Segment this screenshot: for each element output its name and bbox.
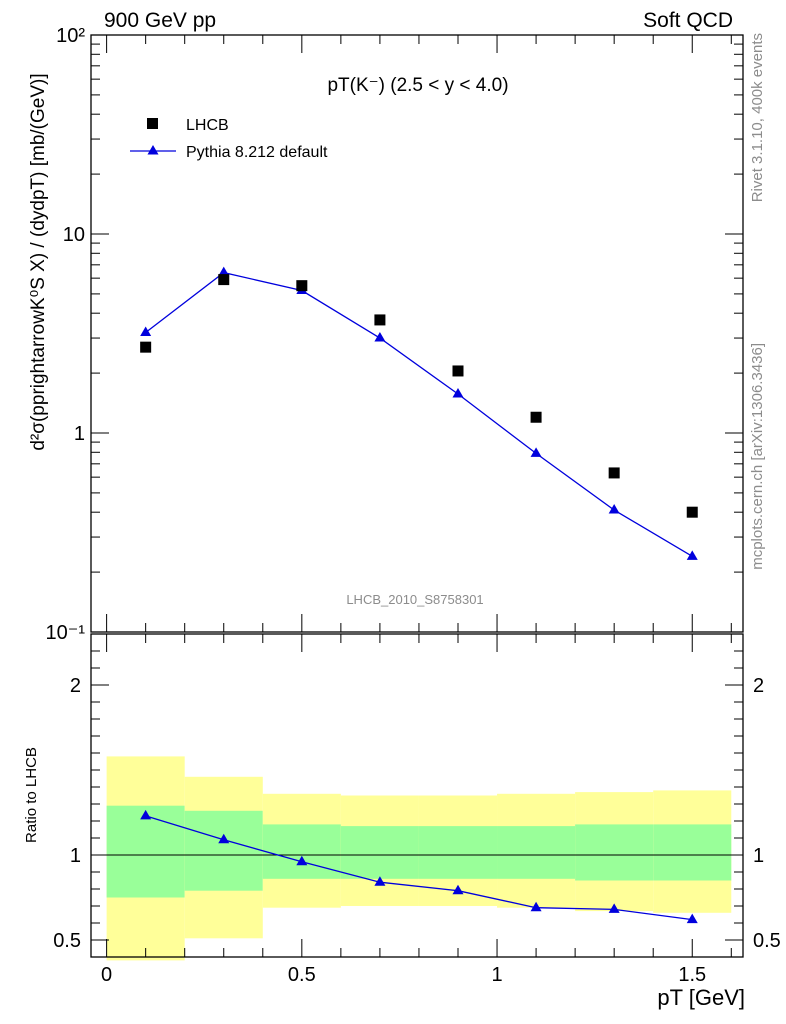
lhcb-point	[452, 365, 464, 377]
green-band-bin	[575, 824, 654, 881]
x-axis-label: pT [GeV]	[657, 985, 745, 1010]
ratio-pythia-point	[296, 855, 308, 866]
ratio-y-tick-label: 0.5	[53, 930, 81, 952]
x-tick-label: 1	[491, 964, 502, 986]
ratio-y-tick-label-right: 0.5	[753, 930, 781, 952]
main-title: pT(K⁻) (2.5 < y < 4.0)	[327, 75, 508, 96]
lhcb-point	[686, 506, 698, 518]
legend-label-lhcb: LHCB	[186, 117, 229, 134]
legend: LHCB Pythia 8.212 default	[130, 117, 328, 161]
green-band-bin	[653, 824, 732, 881]
lhcb-point	[608, 467, 620, 479]
lhcb-point	[296, 280, 308, 292]
lhcb-point	[140, 341, 152, 353]
pythia-point	[140, 326, 152, 336]
rivet-label: Rivet 3.1.10, 400k events	[749, 33, 766, 202]
ratio-pythia-point	[140, 809, 152, 820]
ratio-pythia-line	[145, 815, 693, 921]
main-y-tick-label: 10²	[56, 25, 85, 47]
pythia-point	[686, 550, 698, 560]
main-y-axis-label: d²σ(pprightarrowK⁰S X) / (dydpT) [mb/(Ge…	[28, 73, 49, 450]
ratio-pythia-point	[530, 901, 542, 912]
source-label: mcplots.cern.ch [arXiv:1306.3436]	[749, 343, 766, 570]
ratio-y-tick-label: 1	[70, 845, 81, 867]
green-band-bin	[497, 826, 576, 879]
green-band-bin	[262, 824, 341, 879]
x-tick-label: 1.5	[678, 964, 706, 986]
legend-marker-lhcb	[147, 118, 158, 129]
lhcb-point	[374, 314, 386, 326]
ratio-y-tick-label-right: 1	[753, 845, 764, 867]
ratio-pythia-point	[608, 903, 620, 913]
pythia-point	[608, 504, 620, 514]
legend-marker-pythia	[147, 145, 159, 155]
ratio-y-tick-label-right: 2	[753, 675, 764, 697]
x-tick-label: 0	[101, 964, 112, 986]
main-y-tick-label: 10	[63, 224, 85, 246]
x-tick-label: 0.5	[288, 964, 316, 986]
legend-label-pythia: Pythia 8.212 default	[186, 144, 328, 161]
header-right: Soft QCD	[643, 9, 733, 32]
green-band-bin	[340, 826, 419, 879]
pythia-line	[145, 271, 693, 557]
ratio-y-axis-label: Ratio to LHCB	[23, 747, 40, 843]
main-y-tick-label: 1	[74, 423, 85, 445]
green-band-bin	[106, 805, 185, 898]
lhcb-point	[218, 274, 230, 286]
pythia-point	[452, 388, 464, 398]
pythia-point	[530, 447, 542, 457]
ratio-pythia-point	[374, 876, 386, 886]
pythia-point	[218, 266, 230, 277]
analysis-label: LHCB_2010_S8758301	[346, 592, 483, 607]
header-left: 900 GeV pp	[104, 9, 216, 32]
ratio-pythia-point	[218, 833, 230, 844]
ratio-pythia-point	[686, 913, 698, 924]
ratio-pythia-point	[452, 884, 464, 895]
chart-marks: 10⁻¹ 1 10 10² 0 0.5 1 1.5 0.5 0.5 1 1 2 2	[46, 25, 781, 986]
ratio-frame	[90, 633, 744, 958]
lhcb-point	[530, 411, 542, 423]
main-frame	[90, 34, 744, 633]
pythia-point	[374, 332, 386, 342]
ratio-y-tick-label: 2	[70, 675, 81, 697]
main-y-tick-label: 10⁻¹	[46, 622, 86, 644]
green-band-bin	[184, 810, 263, 891]
green-band-bin	[418, 826, 498, 879]
